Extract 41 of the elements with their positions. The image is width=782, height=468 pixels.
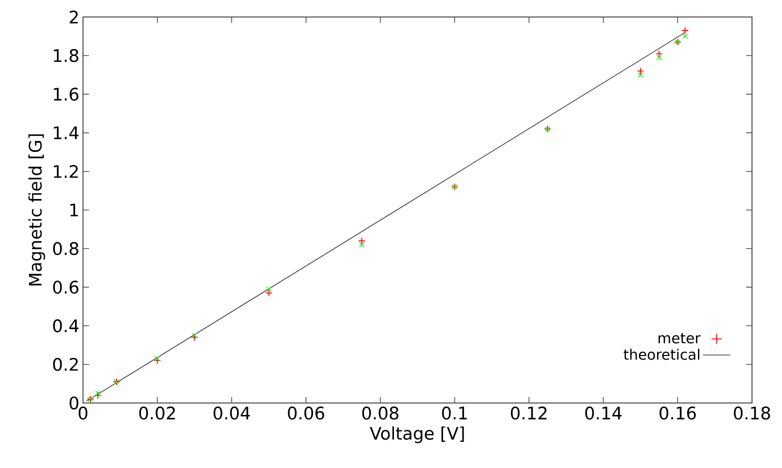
y-tick-label: 0.4 (53, 319, 78, 332)
point (656, 54, 662, 60)
point (266, 286, 272, 292)
point (638, 72, 644, 78)
point (265, 289, 272, 297)
y-tick-label: 1 (70, 204, 78, 216)
y-tick-label: 0.6 (53, 280, 78, 294)
y-tick-label: 0 (70, 396, 78, 410)
y-tick-label: 0.8 (53, 242, 78, 256)
point (192, 332, 198, 338)
x-tick-label: 0.08 (362, 406, 398, 420)
point (154, 356, 161, 364)
x-axis-title: Voltage [V] (370, 426, 464, 444)
x-tick-label: 0.16 (660, 406, 696, 420)
x-tick-label: 0 (78, 406, 88, 420)
x-tick-label: 0.06 (288, 406, 324, 420)
point (655, 50, 663, 58)
y-tick-label: 0.2 (53, 358, 78, 371)
x-tick-label: 0.12 (510, 406, 547, 420)
y-tick-label: 2 (70, 10, 78, 24)
legend-label: meter (658, 333, 701, 344)
x-tick-label: 0.04 (214, 406, 250, 420)
point (154, 356, 160, 362)
point (190, 334, 198, 342)
point (359, 242, 364, 248)
point (94, 392, 102, 399)
point (636, 67, 644, 75)
x-tick-label: 0.1 (442, 406, 467, 420)
legend-label: theoretical (624, 348, 700, 360)
y-tick-label: 1.4 (54, 126, 78, 140)
y-tick-label: 1.6 (54, 88, 78, 101)
x-tick-label: 0.14 (585, 406, 622, 420)
point (358, 237, 366, 245)
point (95, 390, 101, 396)
point (681, 26, 689, 34)
y-axis-title: Magnetic field [G] (28, 134, 46, 286)
y-tick-label: 1.8 (54, 49, 78, 62)
point (682, 34, 688, 40)
x-tick-label: 0.02 (139, 406, 175, 420)
y-tick-label: 1.2 (54, 164, 78, 178)
x-tick-label: 0.18 (734, 406, 770, 420)
